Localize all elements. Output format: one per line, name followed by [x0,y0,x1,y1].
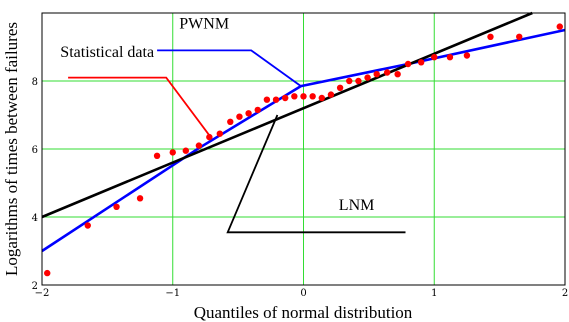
data-point [291,93,298,100]
data-point [300,93,307,100]
data-point [182,147,190,154]
x-tick-label: −2 [35,288,50,299]
data-point [336,84,344,92]
tick-labels: −2 −1 0 1 2 2 4 6 8 [32,77,569,299]
data-point [463,52,471,59]
data-point [446,54,454,61]
data-point [556,23,563,30]
y-tick-label: 6 [32,145,38,156]
x-tick-label: −1 [165,288,180,299]
data-point [327,91,335,98]
data-point [206,133,213,141]
data-point [355,77,362,85]
data-point [281,94,289,102]
statistical-data-label: Statistical data [60,44,154,61]
lnm-leader [226,114,406,234]
annotation-leaders [68,49,406,234]
data-point [346,77,353,85]
data-point [84,222,91,229]
y-tick-label: 2 [32,281,38,292]
x-tick-label: 2 [562,288,568,299]
data-point [373,71,380,78]
lnm-line [41,11,533,219]
x-tick-label: 0 [300,288,306,299]
data-point [263,96,271,103]
data-point [383,69,391,76]
pwnm-label: PWNM [179,15,229,32]
lnm-label: LNM [339,197,375,214]
y-axis-title: Logarithms of times between failures [2,22,21,276]
data-point [136,195,144,202]
data-point [272,96,280,103]
data-point [431,54,438,61]
data-point [309,93,316,100]
data-point [516,33,523,40]
data-points [44,23,563,277]
annotation-labels: Statistical data PWNM LNM [60,15,374,214]
data-point [113,203,120,210]
data-point [417,59,425,66]
data-point [236,113,243,120]
y-tick-label: 4 [32,213,38,224]
pwnm-leader [157,49,302,87]
data-point [245,110,252,117]
y-tick-label: 8 [32,77,38,88]
data-point [487,33,494,40]
data-point [44,269,51,277]
data-point [227,118,234,126]
data-point [216,130,224,137]
data-point [153,152,161,159]
x-tick-label: 1 [431,288,437,299]
data-point [394,71,401,78]
data-point [195,142,203,149]
data-point [254,106,261,114]
data-point [169,149,176,156]
data-point [318,94,326,102]
plot-frame [41,12,566,286]
x-axis-title: Quantiles of normal distribution [194,303,413,322]
data-point [404,60,412,68]
data-point [364,74,371,81]
statistical-data-leader [68,76,211,136]
